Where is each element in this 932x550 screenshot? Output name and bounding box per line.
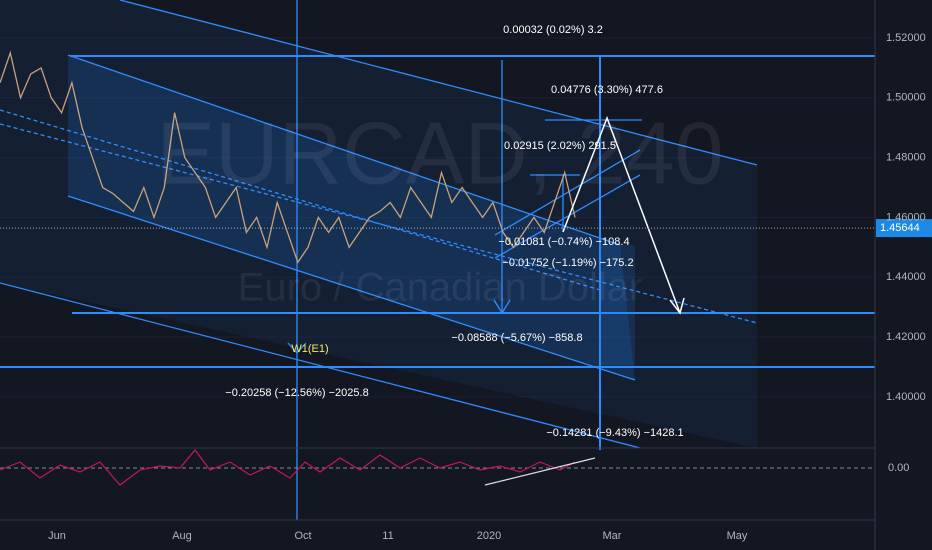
current-price-label: 1.45644 [880,222,920,234]
price-tick-label: 1.48000 [886,152,926,164]
oscillator [0,449,576,486]
indicator-axis-label: 0.00 [888,462,909,474]
measure-label: W1(E1) [291,343,328,355]
price-tick-label: 1.52000 [886,32,926,44]
time-tick-label: Aug [172,530,192,542]
measure-label: 0.00032 (0.02%) 3.2 [503,24,603,36]
measure-label: −0.01081 (−0.74%) −108.4 [498,236,629,248]
time-tick-label: Mar [603,530,622,542]
arrow-head [669,297,685,315]
price-tick-label: 1.46000 [886,211,926,223]
price-line [0,50,576,264]
measure-label: 0.04776 (3.30%) 477.6 [551,84,663,96]
time-tick-label: May [727,530,748,542]
price-tick-label: 1.50000 [886,92,926,104]
price-tick-label: 1.44000 [886,271,926,283]
measure-label: −0.20258 (−12.56%) −2025.8 [225,387,368,399]
watermark-description: Euro / Canadian Dollar [238,266,643,310]
current-price-box [876,219,932,238]
measure-label: 0.02915 (2.02%) 291.5 [504,140,616,152]
time-tick-label: Oct [294,530,311,542]
price-tick-label: 1.40000 [886,391,926,403]
measure-label: −0.01752 (−1.19%) −175.2 [502,257,633,269]
price-tick-label: 1.42000 [886,331,926,343]
drawings [0,0,875,520]
oscillator-trend [484,457,596,486]
time-tick-label: Jun [48,530,66,542]
watermark: EURCAD, 240 [156,103,723,202]
measure-label: −0.08588 (−5.67%) −858.8 [451,332,582,344]
time-tick-label: 11 [382,530,393,542]
forecast-path [562,115,681,314]
measure-label: −0.14281 (−9.43%) −1428.1 [546,427,683,439]
time-tick-label: 2020 [477,530,501,542]
